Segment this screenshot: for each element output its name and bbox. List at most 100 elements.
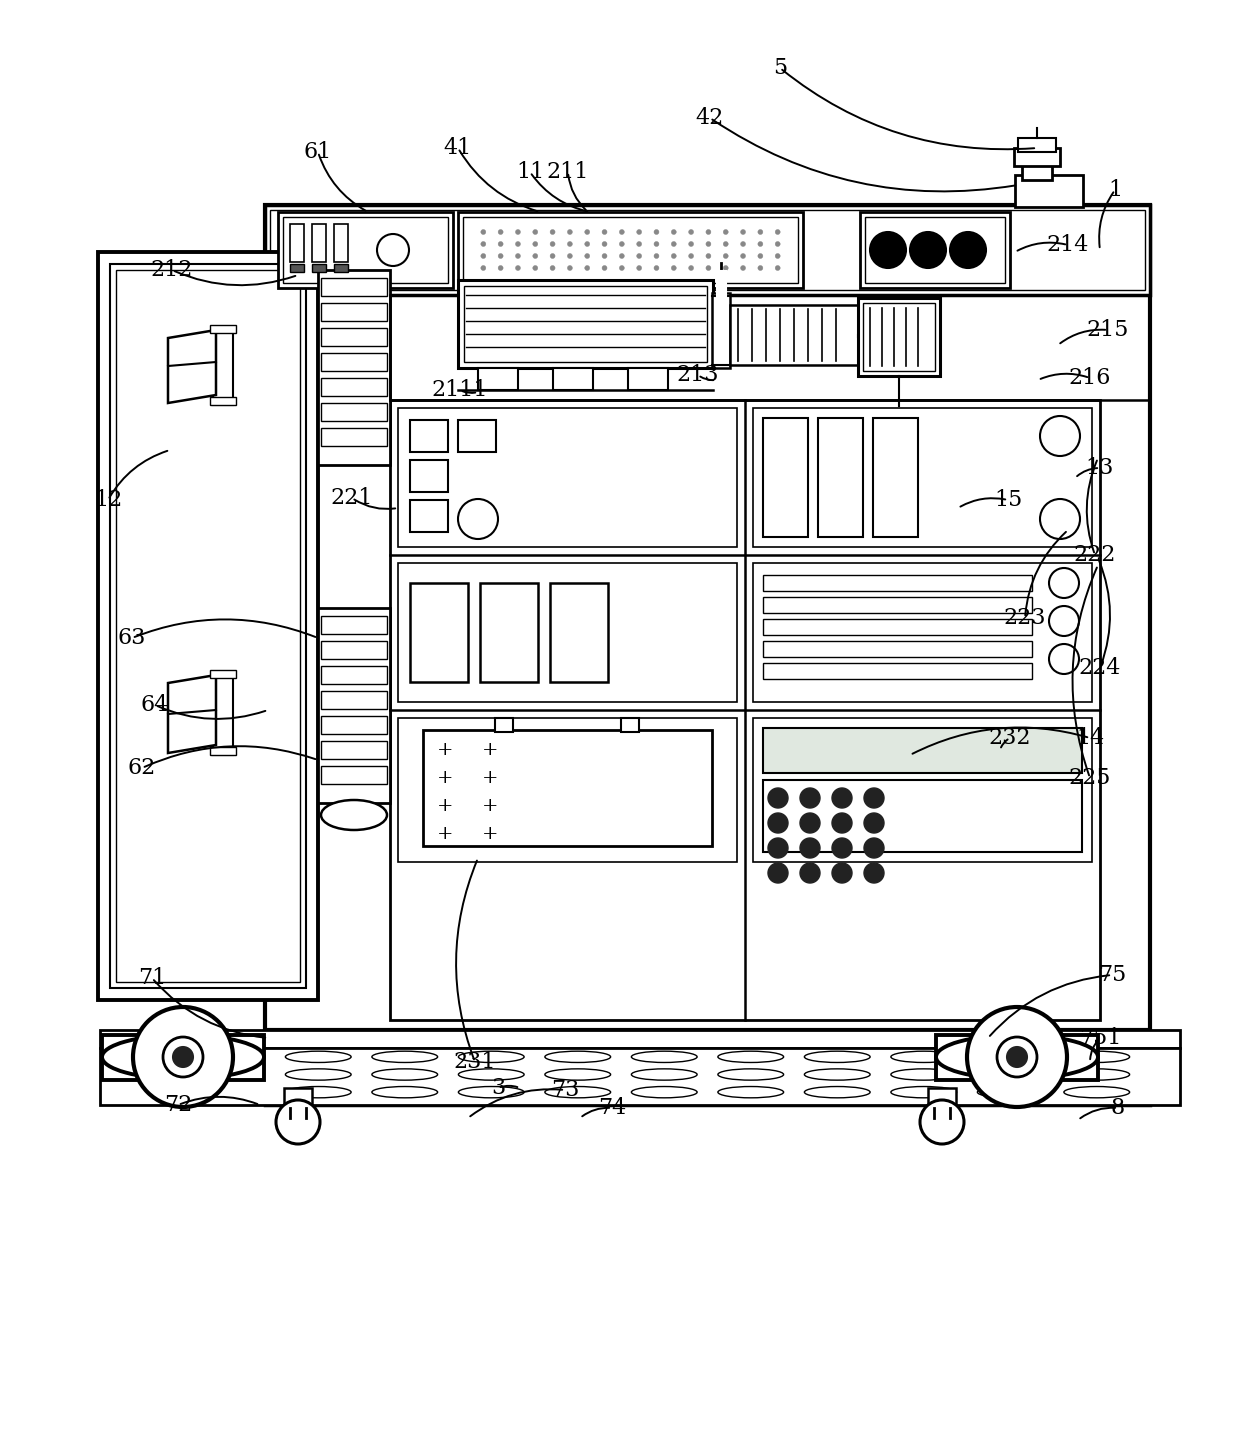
Bar bbox=[334, 265, 348, 272]
Circle shape bbox=[1007, 1047, 1027, 1067]
Circle shape bbox=[481, 266, 486, 270]
Circle shape bbox=[1049, 605, 1079, 636]
Bar bbox=[495, 718, 513, 732]
Bar bbox=[321, 352, 387, 371]
Bar bbox=[290, 265, 304, 272]
Circle shape bbox=[864, 863, 884, 883]
Circle shape bbox=[706, 253, 711, 259]
Text: 14: 14 bbox=[1076, 728, 1104, 749]
Ellipse shape bbox=[1064, 1051, 1130, 1063]
Bar bbox=[278, 211, 453, 288]
Bar bbox=[410, 420, 448, 452]
Bar bbox=[423, 731, 712, 846]
Bar bbox=[477, 368, 518, 390]
Bar bbox=[873, 418, 918, 536]
Text: 12: 12 bbox=[94, 489, 122, 510]
Circle shape bbox=[603, 266, 608, 270]
Text: 62: 62 bbox=[128, 756, 156, 779]
Bar bbox=[763, 779, 1083, 851]
Bar bbox=[1022, 162, 1052, 180]
Circle shape bbox=[832, 788, 852, 808]
Circle shape bbox=[775, 253, 780, 259]
Bar bbox=[317, 270, 391, 464]
Bar bbox=[321, 641, 387, 659]
Circle shape bbox=[568, 242, 573, 246]
Circle shape bbox=[832, 812, 852, 833]
Circle shape bbox=[619, 242, 625, 246]
Ellipse shape bbox=[1064, 1087, 1130, 1097]
Text: 73: 73 bbox=[551, 1078, 579, 1102]
Text: +: + bbox=[436, 769, 454, 787]
Bar bbox=[410, 500, 448, 532]
Bar bbox=[480, 582, 538, 682]
Circle shape bbox=[688, 266, 693, 270]
Bar bbox=[1018, 138, 1056, 152]
Text: +: + bbox=[436, 741, 454, 759]
Bar bbox=[863, 303, 935, 371]
Bar bbox=[936, 1035, 1097, 1080]
Circle shape bbox=[706, 230, 711, 234]
Circle shape bbox=[832, 838, 852, 858]
Circle shape bbox=[688, 242, 693, 246]
Circle shape bbox=[619, 230, 625, 234]
Ellipse shape bbox=[890, 1087, 956, 1097]
Circle shape bbox=[864, 788, 884, 808]
Circle shape bbox=[481, 230, 486, 234]
Circle shape bbox=[1049, 568, 1079, 598]
Ellipse shape bbox=[102, 1035, 264, 1078]
Bar bbox=[321, 766, 387, 784]
Text: +: + bbox=[436, 797, 454, 815]
Ellipse shape bbox=[977, 1087, 1043, 1097]
Circle shape bbox=[516, 230, 521, 234]
Text: +: + bbox=[436, 825, 454, 843]
Text: 216: 216 bbox=[1069, 367, 1111, 390]
Text: +: + bbox=[482, 741, 498, 759]
Bar bbox=[110, 265, 306, 988]
Circle shape bbox=[458, 499, 498, 539]
Bar bbox=[753, 408, 1092, 546]
Text: 15: 15 bbox=[994, 489, 1022, 510]
Circle shape bbox=[1040, 499, 1080, 539]
Circle shape bbox=[481, 242, 486, 246]
Bar bbox=[98, 252, 317, 999]
Circle shape bbox=[870, 232, 906, 267]
Circle shape bbox=[775, 242, 780, 246]
Ellipse shape bbox=[285, 1068, 351, 1080]
Bar bbox=[321, 303, 387, 321]
Circle shape bbox=[758, 253, 763, 259]
Bar bbox=[321, 403, 387, 421]
Circle shape bbox=[619, 266, 625, 270]
Circle shape bbox=[740, 266, 745, 270]
Bar bbox=[265, 1043, 1149, 1104]
Bar bbox=[213, 673, 233, 755]
Circle shape bbox=[832, 863, 852, 883]
Ellipse shape bbox=[977, 1068, 1043, 1080]
Circle shape bbox=[636, 253, 641, 259]
Text: 221: 221 bbox=[331, 487, 373, 509]
Bar bbox=[391, 400, 1100, 1020]
Circle shape bbox=[800, 788, 820, 808]
Text: 63: 63 bbox=[118, 627, 146, 649]
Text: 213: 213 bbox=[677, 364, 719, 385]
Circle shape bbox=[533, 242, 538, 246]
Text: 74: 74 bbox=[598, 1097, 626, 1119]
Ellipse shape bbox=[805, 1068, 870, 1080]
Bar bbox=[410, 460, 448, 492]
Bar bbox=[312, 265, 326, 272]
Bar bbox=[321, 429, 387, 446]
Circle shape bbox=[768, 812, 787, 833]
Ellipse shape bbox=[805, 1051, 870, 1063]
Circle shape bbox=[706, 266, 711, 270]
Ellipse shape bbox=[372, 1068, 438, 1080]
Text: 2111: 2111 bbox=[432, 380, 489, 401]
Circle shape bbox=[740, 253, 745, 259]
Bar bbox=[458, 211, 804, 288]
Circle shape bbox=[516, 253, 521, 259]
Bar bbox=[265, 206, 1149, 1030]
Ellipse shape bbox=[459, 1087, 525, 1097]
Bar bbox=[321, 278, 387, 296]
Bar bbox=[100, 1030, 1180, 1048]
Circle shape bbox=[864, 838, 884, 858]
Circle shape bbox=[775, 266, 780, 270]
Circle shape bbox=[568, 266, 573, 270]
